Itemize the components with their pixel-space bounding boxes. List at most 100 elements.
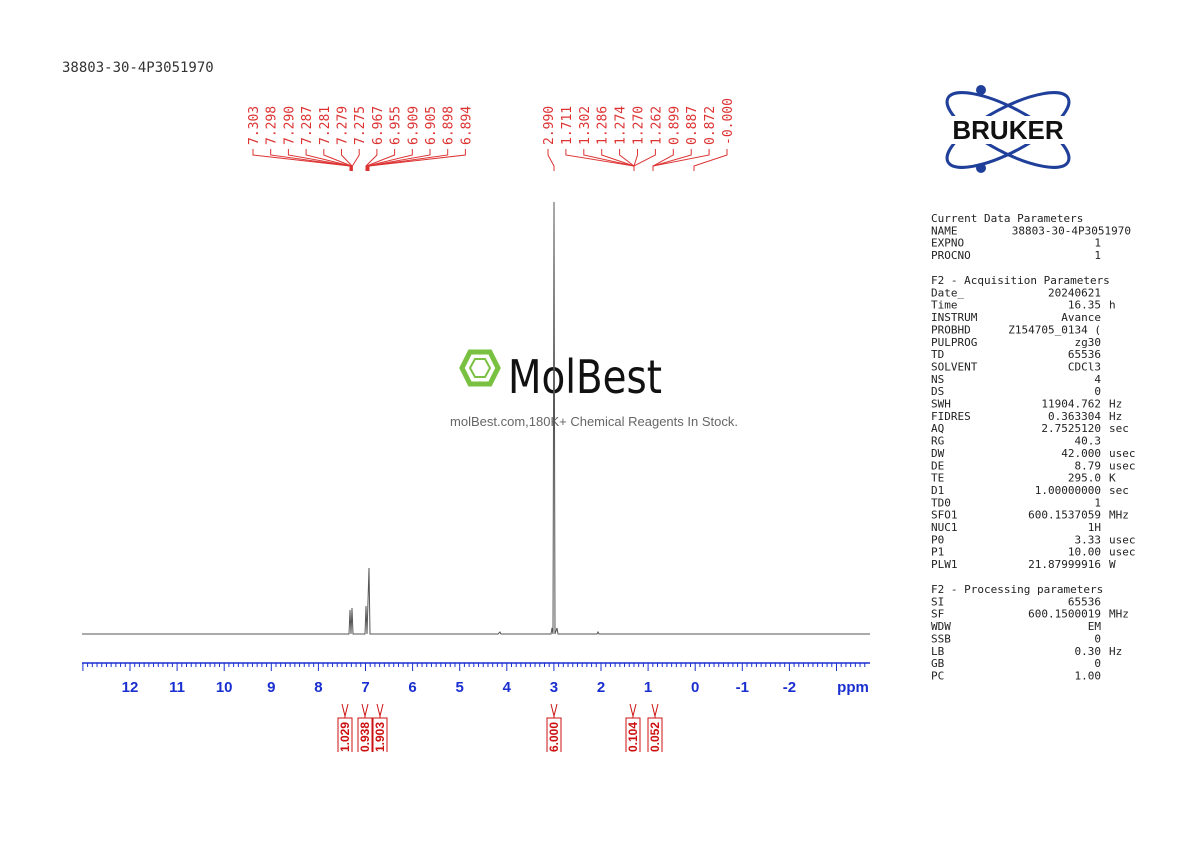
integral-bracket xyxy=(357,703,373,752)
watermark: MolBest molBest.com,180K+ Chemical Reage… xyxy=(450,349,738,429)
peak-label: 1.711 xyxy=(560,106,575,145)
peak-label: 7.298 xyxy=(265,106,280,145)
param-name: GB xyxy=(931,657,945,670)
peak-label: 6.894 xyxy=(459,106,474,145)
peak-label: 6.967 xyxy=(371,106,386,145)
param-section-title: Current Data Parameters xyxy=(931,212,1083,225)
peak-connector xyxy=(633,149,656,171)
param-value: EM xyxy=(1088,620,1102,633)
param-unit: MHz xyxy=(1109,608,1129,621)
integral-bracket xyxy=(625,703,641,752)
param-value: 1 xyxy=(1094,496,1101,509)
peak-connector xyxy=(351,149,360,171)
tick-label: 6 xyxy=(408,679,416,696)
peak-label: 7.287 xyxy=(300,106,315,145)
integral-bracket xyxy=(647,703,663,752)
tick-label: 2 xyxy=(597,679,605,696)
param-name: Time xyxy=(931,299,958,312)
param-value: 1.00000000 xyxy=(1035,484,1101,497)
param-value: 0 xyxy=(1094,385,1101,398)
param-value: 3.33 xyxy=(1075,533,1102,546)
param-name: NUC1 xyxy=(931,521,958,534)
param-value: 0.30 xyxy=(1075,645,1102,658)
integral-label: 0.938 xyxy=(358,722,372,752)
tick-label: 4 xyxy=(503,679,512,696)
tick-label: -1 xyxy=(736,679,749,696)
param-name: DS xyxy=(931,385,944,398)
param-name: TD0 xyxy=(931,496,951,509)
tick-label: -2 xyxy=(783,679,796,696)
param-value: 8.79 xyxy=(1075,459,1102,472)
spectrum xyxy=(82,201,870,635)
peak-label: -0.000 xyxy=(721,98,736,145)
tick-label: 0 xyxy=(691,679,699,696)
brand: MolBest xyxy=(508,350,662,404)
param-name: NAME xyxy=(931,224,958,237)
logo-text: BRUKER xyxy=(952,115,1063,145)
param-value: 20240621 xyxy=(1048,286,1101,299)
param-unit: Hz xyxy=(1109,410,1122,423)
param-value: 65536 xyxy=(1068,595,1101,608)
peak-connector xyxy=(652,149,710,171)
tick-label: 12 xyxy=(122,679,139,696)
param-name: PROBHD xyxy=(931,323,971,336)
peak-connector xyxy=(367,149,449,171)
param-name: SSB xyxy=(931,632,951,645)
param-name: D1 xyxy=(931,484,944,497)
param-value: 600.1537059 xyxy=(1028,509,1101,522)
param-name: EXPNO xyxy=(931,237,964,250)
integral-label: 1.903 xyxy=(373,722,387,752)
integral-label: 1.029 xyxy=(338,722,352,752)
peak-connector xyxy=(366,149,413,171)
param-name: INSTRUM xyxy=(931,311,978,324)
param-value: Z154705_0134 ( xyxy=(1008,323,1101,336)
peak-label: 7.303 xyxy=(247,106,262,145)
param-value: 0 xyxy=(1094,632,1101,645)
integral-label: 0.052 xyxy=(648,722,662,752)
tick-label: 11 xyxy=(169,679,185,696)
param-name: PULPROG xyxy=(931,336,977,349)
peak-connector xyxy=(305,149,352,171)
param-name: SWH xyxy=(931,398,951,411)
integral-label: 0.104 xyxy=(626,722,640,752)
param-value: Avance xyxy=(1061,311,1101,324)
peak-label: 6.955 xyxy=(389,106,404,145)
tagline: molBest.com,180K+ Chemical Reagents In S… xyxy=(450,414,738,429)
param-name: FIDRES xyxy=(931,410,971,423)
peak-label: 0.899 xyxy=(667,106,682,145)
param-value: 10.00 xyxy=(1068,546,1101,559)
peak-connector xyxy=(652,149,674,171)
tick-label: 8 xyxy=(314,679,322,696)
integral-bracket xyxy=(546,703,562,752)
peak-connector xyxy=(270,149,351,171)
tick-label: 10 xyxy=(216,679,233,696)
peak-connector xyxy=(367,149,431,171)
peak-label: 0.872 xyxy=(703,106,718,145)
param-name: SOLVENT xyxy=(931,360,978,373)
param-value: 16.35 xyxy=(1068,299,1101,312)
param-unit: Hz xyxy=(1109,645,1122,658)
peak-label: 6.905 xyxy=(424,106,439,145)
peak-label: 1.286 xyxy=(596,106,611,145)
param-name: PC xyxy=(931,669,944,682)
param-value: CDCl3 xyxy=(1068,360,1101,373)
peak-connector xyxy=(633,149,638,171)
integral-bracket xyxy=(372,703,388,752)
integral-bracket xyxy=(337,703,353,752)
peak-label: 1.274 xyxy=(614,106,629,145)
param-unit: usec xyxy=(1109,459,1136,472)
param-name: NS xyxy=(931,373,944,386)
param-name: WDW xyxy=(931,620,951,633)
peak-label: 7.275 xyxy=(353,106,368,145)
param-unit: Hz xyxy=(1109,398,1122,411)
peak-label: 6.909 xyxy=(406,106,421,145)
peak-label: 7.290 xyxy=(282,106,297,145)
axis-unit: ppm xyxy=(837,679,869,696)
tick-label: 3 xyxy=(550,679,558,696)
peak-label: 6.898 xyxy=(442,106,457,145)
param-value: 1H xyxy=(1088,521,1101,534)
param-value: 1 xyxy=(1094,237,1101,250)
param-name: Date_ xyxy=(931,286,964,299)
